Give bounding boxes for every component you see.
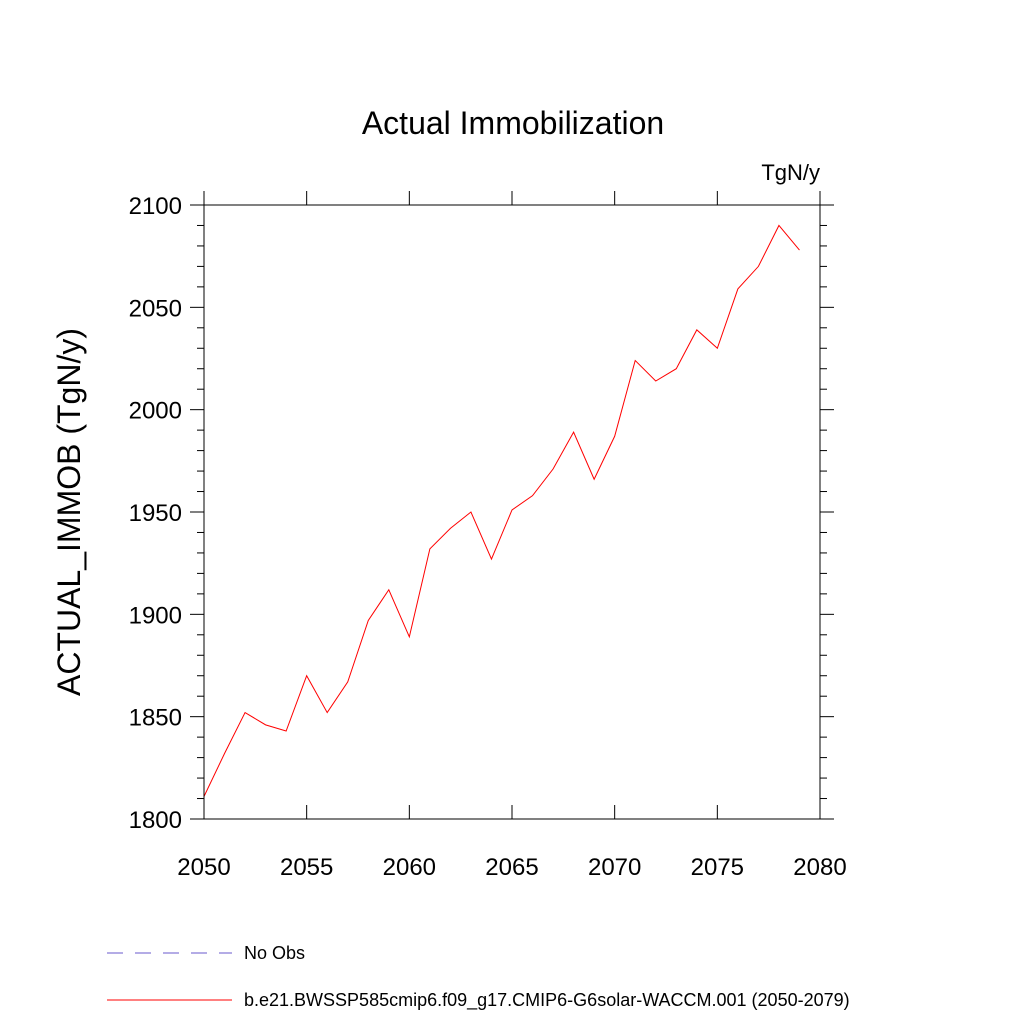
plot-frame (203, 204, 821, 820)
legend-label-0: No Obs (244, 943, 305, 963)
x-tick-label: 2050 (177, 854, 230, 881)
y-tick-label: 2050 (129, 295, 182, 322)
x-tick-label: 2065 (485, 854, 538, 881)
legend-label-1: b.e21.BWSSP585cmip6.f09_g17.CMIP6-G6sola… (244, 990, 850, 1011)
y-tick-label: 1800 (129, 807, 182, 834)
y-tick-label: 2100 (129, 193, 182, 220)
x-tick-label: 2070 (588, 854, 641, 881)
x-tick-label: 2060 (383, 854, 436, 881)
series-line-1 (203, 224, 800, 797)
y-tick-label: 2000 (129, 398, 182, 425)
chart-title: Actual Immobilization (362, 105, 664, 141)
axis-ticks (190, 191, 834, 820)
axis-tick-labels: 2050 2055 2060 2065 2070 2075 2080 1800 1850 1900… (129, 193, 847, 881)
y-tick-label: 1900 (129, 602, 182, 629)
y-tick-label: 1850 (129, 705, 182, 732)
y-tick-label: 1950 (129, 500, 182, 527)
legend: No Obs b.e21.BWSSP585cmip6.f09_g17.CMIP6-… (107, 943, 850, 1011)
x-tick-label: 2080 (793, 854, 846, 881)
y-axis-label: ACTUAL_IMMOB (TgN/y) (51, 328, 87, 696)
x-tick-label: 2055 (280, 854, 333, 881)
units-label: TgN/y (761, 160, 820, 185)
x-tick-label: 2075 (691, 854, 744, 881)
plot-series (203, 224, 800, 797)
